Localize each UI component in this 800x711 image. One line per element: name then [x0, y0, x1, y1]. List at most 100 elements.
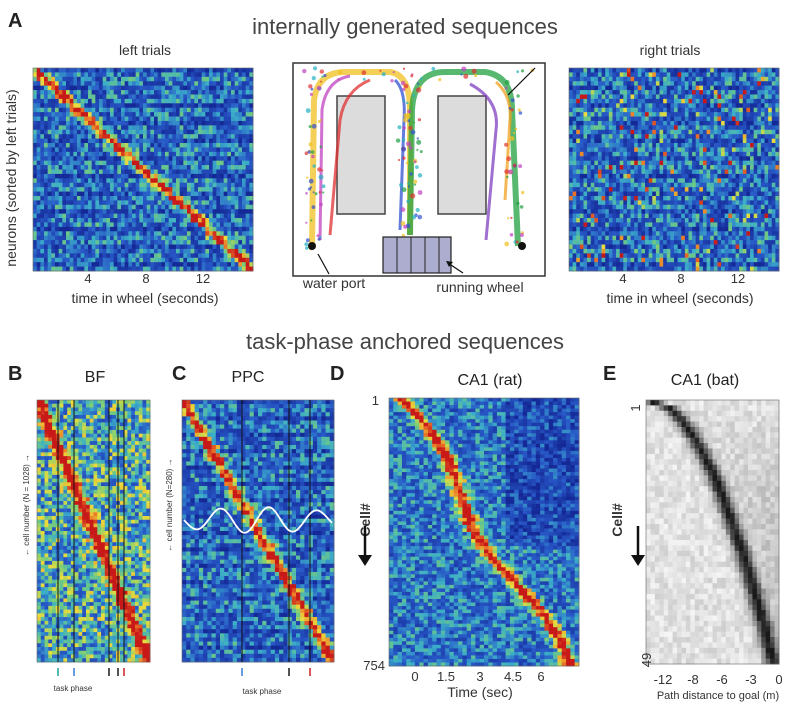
heatmap-right-trials-cell	[608, 81, 613, 87]
heatmap-left-trials-cell	[161, 81, 166, 87]
heatmap-right-trials-cell	[612, 68, 617, 73]
heatmap-left-trials-cell	[40, 120, 45, 126]
heatmap-left-trials-cell	[231, 160, 236, 166]
heatmap-right-trials-cell	[572, 129, 577, 135]
heatmap-right-trials-cell	[583, 182, 588, 188]
heatmap-right-trials-cell	[641, 116, 646, 122]
heatmap-right-trials-cell	[764, 182, 769, 188]
heatmap-left-trials-cell	[183, 195, 188, 201]
heatmap-left-trials-cell	[139, 169, 144, 175]
heatmap-left-trials-cell	[124, 187, 129, 192]
heatmap-left-trials-cell	[106, 112, 111, 117]
maze-position-dot	[319, 202, 323, 207]
heatmap-right-trials-cell	[764, 143, 769, 148]
heatmap-left-trials-cell	[242, 173, 247, 179]
heatmap-right-trials-cell	[590, 156, 595, 162]
heatmap-right-trials-cell	[572, 103, 577, 109]
heatmap-left-trials-cell	[190, 231, 195, 237]
heatmap-right-trials-cell	[768, 90, 773, 95]
heatmap-right-trials-cell	[706, 85, 711, 91]
heatmap-right-trials-cell	[757, 76, 762, 82]
heatmap-left-trials-cell	[212, 68, 217, 73]
heatmap-right-trials-cell	[601, 94, 606, 100]
heatmap-right-trials-cell	[634, 195, 639, 201]
heatmap-left-trials-cell	[216, 116, 221, 122]
heatmap-left-trials-cell	[102, 81, 107, 87]
heatmap-right-trials-cell	[579, 165, 584, 170]
heatmap-right-trials-cell	[702, 125, 707, 131]
heatmap-left-trials-cell	[205, 182, 210, 188]
heatmap-left-trials-cell	[190, 98, 195, 104]
heatmap-left-trials-cell	[44, 85, 49, 91]
heatmap-left-trials-cell	[190, 76, 195, 82]
heatmap-right-trials-cell	[637, 125, 642, 131]
heatmap-left-trials-cell	[154, 90, 159, 95]
heatmap-left-trials-cell	[113, 262, 118, 267]
heatmap-right-trials-cell	[692, 125, 697, 131]
heatmap-right-trials-cell	[608, 213, 613, 219]
heatmap-left-trials-cell	[234, 72, 239, 78]
heatmap-left-trials-cell	[201, 222, 206, 228]
heatmap-right-trials-cell	[583, 98, 588, 104]
heatmap-right-trials-cell	[713, 151, 718, 157]
heatmap-left-trials-cell	[44, 257, 49, 263]
heatmap-left-trials-cell	[51, 204, 56, 210]
heatmap-right-trials-cell	[637, 173, 642, 179]
heatmap-right-trials-cell	[750, 169, 755, 175]
heatmap-right-trials-cell	[594, 165, 599, 170]
heatmap-right-trials-cell	[663, 151, 668, 157]
heatmap-left-trials-cell	[220, 143, 225, 148]
heatmap-left-trials-cell	[80, 151, 85, 157]
heatmap-right-trials-cell	[695, 151, 700, 157]
heatmap-right-trials-cell	[670, 94, 675, 100]
heatmap-left-trials-cell	[73, 204, 78, 210]
heatmap-right-trials-cell	[612, 90, 617, 95]
heatmap-right-trials-cell	[641, 107, 646, 113]
heatmap-left-trials-cell	[187, 248, 192, 254]
heatmap-left-trials-cell	[179, 257, 184, 263]
heatmap-right-trials-cell	[721, 90, 726, 95]
heatmap-right-trials-cell	[590, 129, 595, 135]
heatmap-right-trials-cell	[572, 156, 577, 162]
heatmap-right-trials-cell	[619, 112, 624, 117]
heatmap-right-trials-cell	[739, 112, 744, 117]
heatmap-left-trials-cell	[216, 218, 221, 223]
heatmap-right-trials-cell	[637, 151, 642, 157]
heatmap-right-trials-cell	[677, 200, 682, 206]
heatmap-left-trials-cell	[135, 187, 140, 192]
heatmap-right-trials-cell	[728, 116, 733, 122]
heatmap-left-trials-cell	[95, 182, 100, 188]
heatmap-left-trials-cell	[66, 125, 71, 131]
heatmap-left-trials-cell	[172, 120, 177, 126]
heatmap-right-trials-cell	[583, 90, 588, 95]
heatmap-right-trials-cell	[612, 116, 617, 122]
heatmap-left-trials-cell	[227, 253, 232, 259]
heatmap-left-trials-cell	[84, 262, 89, 267]
heatmap-left-trials-cell	[106, 81, 111, 87]
heatmap-right-trials-cell	[579, 178, 584, 184]
heatmap-left-trials-cell	[58, 90, 63, 95]
heatmap-right-trials-cell	[569, 178, 574, 184]
heatmap-right-trials-cell	[764, 107, 769, 113]
heatmap-left-trials-cell	[95, 213, 100, 219]
heatmap-left-trials-cell	[95, 169, 100, 175]
heatmap-right-trials-cell	[713, 143, 718, 148]
heatmap-left-trials-cell	[223, 218, 228, 223]
heatmap-left-trials-cell	[223, 81, 228, 87]
heatmap-left-trials-cell	[209, 107, 214, 113]
heatmap-right-trials-cell	[605, 138, 610, 144]
heatmap-right-trials-cell	[608, 94, 613, 100]
heatmap-left-trials-cell	[220, 231, 225, 237]
heatmap-right-trials-cell	[721, 156, 726, 162]
heatmap-left-trials-cell	[91, 195, 96, 201]
heatmap-left-trials-cell	[150, 147, 155, 153]
heatmap-left-trials-cell	[194, 81, 199, 87]
heatmap-right-trials-cell	[597, 147, 602, 153]
heatmap-left-trials-cell	[69, 143, 74, 148]
heatmap-left-trials-cell	[69, 231, 74, 237]
heatmap-left-trials-cell	[143, 138, 148, 144]
heatmap-left-trials-cell	[146, 240, 151, 245]
heatmap-left-trials-cell	[62, 120, 67, 126]
heatmap-left-trials-cell	[121, 178, 126, 184]
heatmap-right-trials-cell	[648, 72, 653, 78]
